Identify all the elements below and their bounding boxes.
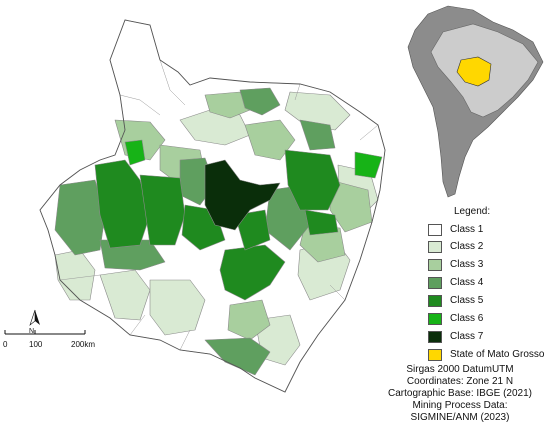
- legend-item-class-6: Class 6: [428, 311, 483, 326]
- legend-item-class-4: Class 4: [428, 275, 483, 290]
- legend-item-class-5: Class 5: [428, 293, 483, 308]
- legend-label: Class 5: [450, 295, 484, 306]
- legend-item-class-7: Class 7: [428, 329, 483, 344]
- legend-swatch: [428, 240, 442, 253]
- credits-line: Cartographic Base: IBGE (2021): [388, 388, 532, 399]
- legend-swatch: [428, 294, 442, 307]
- legend-item-class-3: Class 3: [428, 257, 483, 272]
- class-7-regions: [204, 159, 281, 231]
- north-label: N: [29, 328, 35, 335]
- legend-item-state: State of Mato Grosso: [428, 347, 545, 362]
- legend-swatch: [428, 330, 442, 343]
- class-5-regions: [94, 149, 341, 301]
- scale-tick-200: 200km: [71, 340, 96, 349]
- legend-swatch: [428, 348, 442, 361]
- legend-label: Class 4: [450, 277, 484, 288]
- class-6-regions: [124, 139, 383, 179]
- north-arrow-icon: [29, 309, 40, 326]
- legend-swatch: [428, 258, 442, 271]
- legend-title: Legend:: [454, 206, 491, 217]
- south-america-inset-map: [393, 2, 548, 199]
- mato-grosso-inset: [456, 56, 492, 87]
- map-credits: Sirgas 2000 DatumUTM Coordinates: Zone 2…: [372, 364, 548, 424]
- legend-swatch: [428, 312, 442, 325]
- legend-label: Class 3: [450, 259, 484, 270]
- legend-swatch: [428, 276, 442, 289]
- legend-swatch: [428, 223, 442, 236]
- legend-item-class-1: Class 1: [428, 222, 483, 237]
- scale-tick-0: 0: [3, 340, 8, 349]
- municipal-boundaries: [59, 59, 379, 351]
- scale-bar: [4, 330, 86, 335]
- legend-label: Class 2: [450, 241, 484, 252]
- credits-line: Mining Process Data:: [412, 400, 508, 411]
- legend-label: Class 7: [450, 331, 484, 342]
- legend-label: Class 1: [450, 224, 484, 235]
- credits-line: Sirgas 2000 DatumUTM: [406, 364, 514, 375]
- state-border: [39, 19, 386, 393]
- credits-line: SIGMINE/ANM (2023): [410, 412, 510, 423]
- legend-label: State of Mato Grosso: [450, 349, 545, 360]
- scale-tick-100: 100: [29, 340, 43, 349]
- legend-label: Class 6: [450, 313, 484, 324]
- legend-item-class-2: Class 2: [428, 239, 483, 254]
- credits-line: Coordinates: Zone 21 N: [406, 376, 514, 387]
